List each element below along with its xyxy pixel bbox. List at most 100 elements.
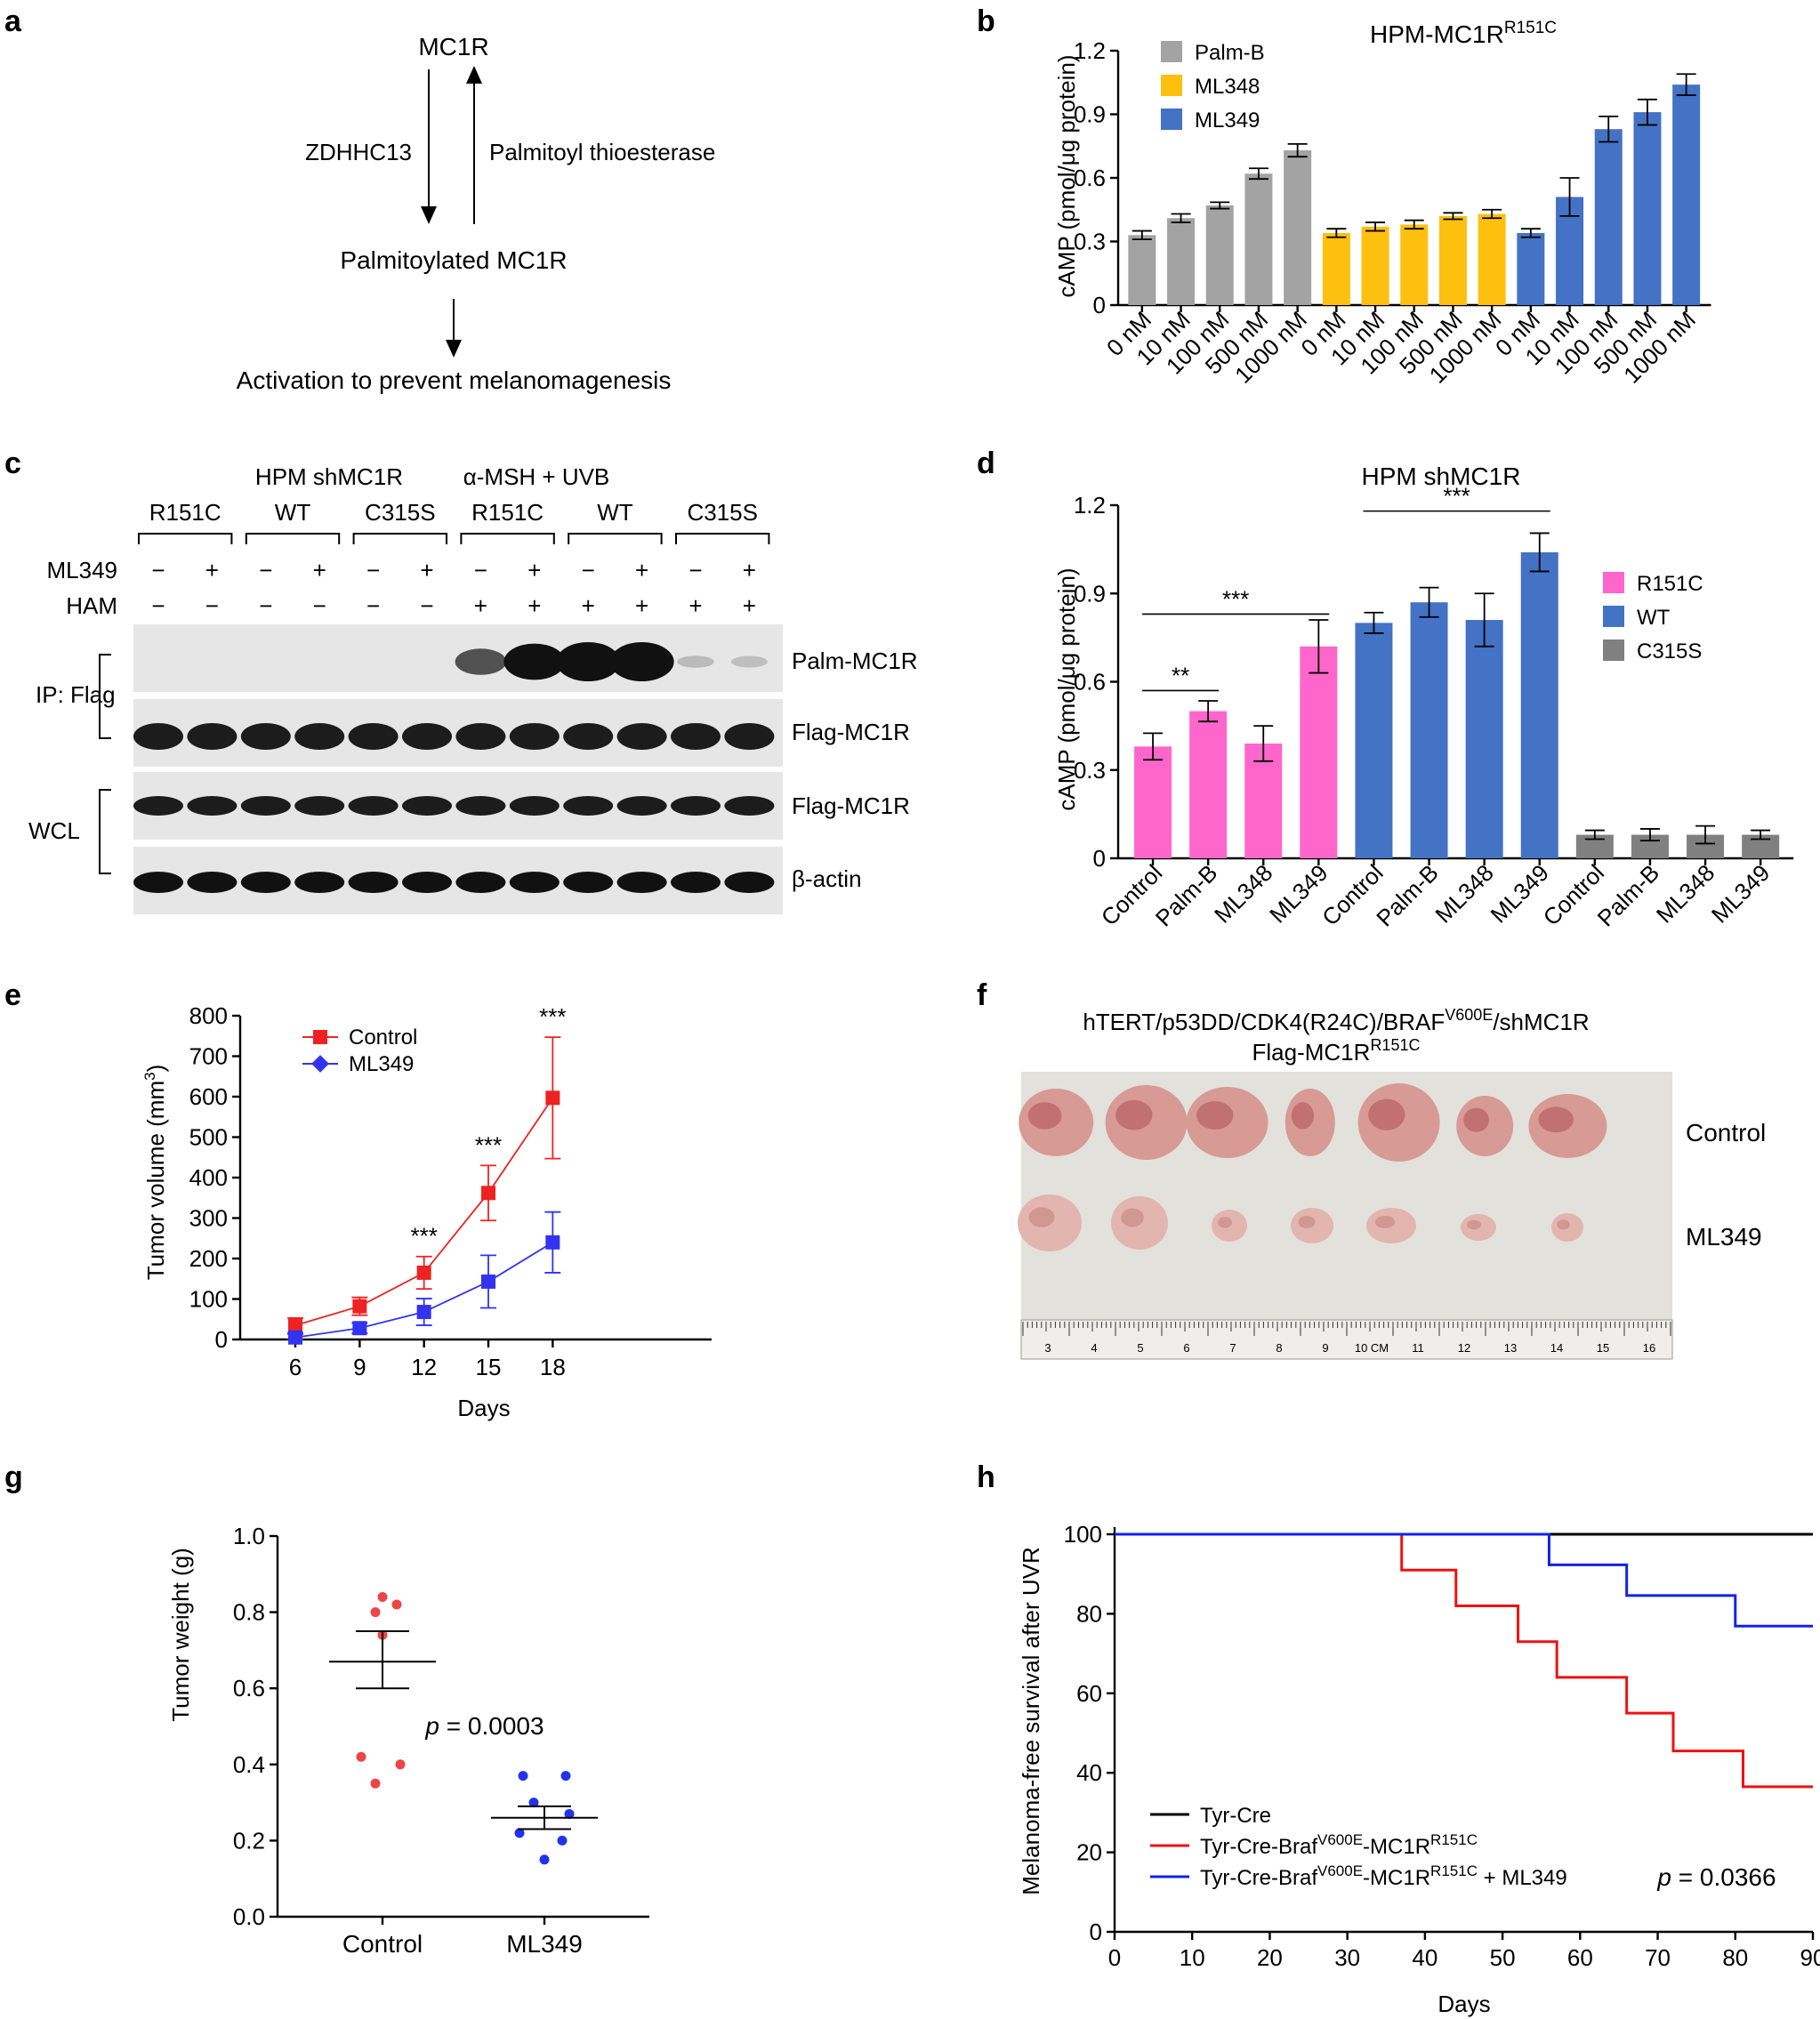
data-point-control (370, 1607, 381, 1618)
marker-ml349 (481, 1274, 495, 1289)
chart-g-tumor-weight: Tumor weight (g) p = 0.0003 0.0 0.2 0.4 0.6… (167, 1523, 649, 1958)
arrow-up-head (466, 66, 482, 84)
data-point-ml349 (528, 1798, 539, 1808)
y-tick-label: 0.6 (1074, 165, 1106, 191)
y-tick-label: 500 (189, 1124, 228, 1151)
x-tick-label: 18 (540, 1354, 566, 1380)
bar-ml348-4 (1478, 213, 1506, 305)
legend-swatch-wt (1603, 606, 1624, 627)
marker-control (288, 1318, 302, 1333)
x-tick-label: ML348 (1651, 859, 1719, 928)
tumor-ml349-vessel (1557, 1219, 1570, 1230)
x-tick-label: 80 (1722, 1944, 1748, 1971)
blot-band (609, 642, 674, 681)
bar-r151c-2 (1244, 743, 1283, 858)
y-tick-label: 300 (189, 1205, 228, 1232)
y-tick-label: 100 (189, 1286, 228, 1313)
ham-sign: − (366, 592, 380, 619)
y-tick-label: 0.2 (233, 1827, 265, 1854)
arrow-down-head (421, 206, 437, 224)
legend-swatch-ml348 (1161, 75, 1182, 96)
y-tick-label: 600 (189, 1083, 228, 1110)
pathway-top-node: MC1R (418, 33, 488, 60)
blot-band (455, 648, 507, 675)
tumor-ml349-vessel (1028, 1207, 1055, 1227)
ham-sign: − (259, 592, 272, 619)
y-tick-label: 0 (1093, 292, 1106, 318)
pathway-middle-node: Palmitoylated MC1R (340, 246, 567, 274)
legend-label-0: Tyr-Cre (1200, 1804, 1271, 1828)
ham-sign: − (205, 592, 219, 619)
panel-label-h: h (977, 1460, 995, 1494)
photo-title-line1: hTERT/p53DD/CDK4(R24C)/BRAFV600E/shMC1R (1083, 1006, 1589, 1035)
ham-sign: − (151, 592, 165, 619)
ruler-marks: 3 4 5 6 7 8 9 10 CM 11 12 13 14 15 16 (1022, 1322, 1671, 1355)
legend-label-c315s: C315S (1637, 639, 1702, 664)
bar-wt-2 (1465, 620, 1503, 858)
x-tick-label: ML349 (506, 1930, 583, 1958)
blot-band (730, 656, 768, 668)
y-tick-label: 0.9 (1074, 101, 1106, 128)
blot-band (616, 796, 667, 816)
tumor-ml349-vessel (1298, 1216, 1316, 1228)
blot-band (724, 872, 775, 893)
panel-label-d: d (977, 446, 995, 480)
x-tick-label: 6 (289, 1354, 302, 1380)
blot-band (503, 643, 566, 680)
blot-band (671, 723, 721, 750)
x-tick-label: 15 (476, 1354, 502, 1380)
ml349-sign: − (366, 557, 380, 583)
blot-band (240, 872, 291, 893)
ml349-sign: + (635, 557, 648, 583)
condition-bracket (352, 533, 447, 544)
legend-label-ml349: ML349 (349, 1052, 414, 1076)
tumor-control-vessel (1463, 1107, 1489, 1132)
chart-e-xlabel: Days (457, 1395, 510, 1421)
x-tick-label: Control (342, 1930, 423, 1958)
condition-label: C315S (687, 499, 758, 526)
blot-band (348, 723, 399, 750)
marker-ml349 (352, 1321, 367, 1336)
blot-band (294, 796, 345, 816)
wcl-bracket (99, 789, 111, 874)
blot-band (616, 872, 667, 893)
x-tick-label: 9 (353, 1354, 366, 1380)
bar-ml349-0 (1517, 232, 1545, 305)
bar-ml348-3 (1438, 215, 1467, 305)
y-tick-label: 1.2 (1074, 37, 1106, 64)
bar-palm-b-1 (1167, 218, 1196, 305)
series-line-control (294, 1097, 554, 1326)
ml349-sign: + (205, 557, 219, 583)
legend-marker-ml349 (311, 1055, 329, 1073)
y-tick-label: 0.9 (1074, 580, 1106, 607)
photo-row-label-ml349: ML349 (1686, 1223, 1762, 1251)
blot-band (402, 796, 452, 816)
data-point-ml349 (539, 1854, 550, 1865)
photo-row-label-control: Control (1686, 1119, 1766, 1146)
blot-band (402, 723, 452, 750)
blot-band (563, 796, 614, 816)
y-tick-label: 40 (1076, 1759, 1102, 1786)
data-point-ml349 (518, 1771, 528, 1782)
chart-g-pvalue: p = 0.0003 (424, 1712, 544, 1740)
chart-h-survival: Melanoma-free survival after UVR Days p … (1018, 1521, 1820, 2017)
chart-d-title: HPM shMC1R (1362, 463, 1521, 490)
blot-band (509, 872, 560, 893)
ml349-sign: + (313, 557, 326, 583)
row-label-ml349: ML349 (47, 557, 118, 583)
tumor-control-vessel (1368, 1098, 1405, 1130)
blot-band (724, 796, 775, 816)
chart-b-camp-dose: HPM-MC1RR151C cAMP (pmol/μg protein) 0 0.… (1053, 19, 1711, 389)
panel-label-c: c (4, 446, 21, 480)
significance-stars: *** (410, 1223, 437, 1250)
ip-label: IP: Flag (36, 681, 116, 708)
blot-band (509, 723, 560, 750)
ml349-sign: − (259, 557, 272, 583)
data-point-control (377, 1591, 388, 1602)
ruler-number: 10 CM (1355, 1341, 1389, 1355)
blot-band (133, 796, 183, 816)
blot-band (563, 723, 614, 750)
ruler-number: 5 (1137, 1341, 1143, 1355)
wcl-label: WCL (28, 817, 80, 844)
blot-band (348, 796, 399, 816)
